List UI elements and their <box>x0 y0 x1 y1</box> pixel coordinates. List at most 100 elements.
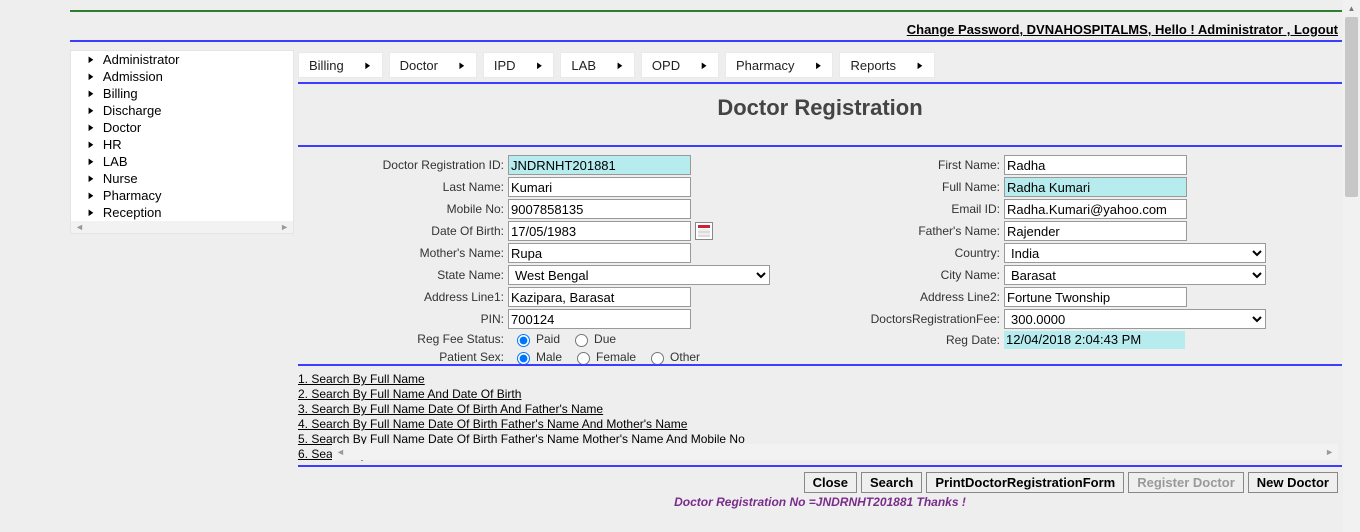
radio-label: Other <box>670 350 700 364</box>
nav-reports[interactable]: Reports ► <box>839 52 934 78</box>
full-name-field[interactable] <box>1004 177 1187 197</box>
addr2-field[interactable] <box>1004 287 1187 307</box>
radio-sex-male[interactable]: Male <box>512 349 562 365</box>
label-mother: Mother's Name: <box>374 246 508 260</box>
sidebar-item-discharge[interactable]: Discharge <box>71 102 293 119</box>
sidebar-item-reception[interactable]: Reception <box>71 204 293 221</box>
radio-fee-due[interactable]: Due <box>570 331 616 347</box>
reg-id-field[interactable] <box>508 155 691 175</box>
search-link-3[interactable]: 3. Search By Full Name Date Of Birth And… <box>298 402 745 417</box>
divider-blue-3 <box>298 145 1342 147</box>
chevron-right-icon: ► <box>916 59 924 72</box>
separator: , <box>1019 22 1026 37</box>
nav-label: LAB <box>571 58 596 73</box>
label-first-name: First Name: <box>870 158 1004 172</box>
label-last-name: Last Name: <box>374 180 508 194</box>
print-button[interactable]: PrintDoctorRegistrationForm <box>926 472 1124 493</box>
country-select[interactable]: India <box>1004 243 1266 263</box>
divider-blue-2 <box>298 82 1342 84</box>
link-brand[interactable]: DVNAHOSPITALMS <box>1027 22 1148 37</box>
label-state: State Name: <box>374 268 508 282</box>
label-reg-fee: DoctorsRegistrationFee: <box>870 312 1004 326</box>
nav-label: Pharmacy <box>736 58 795 73</box>
top-green-line <box>70 10 1342 12</box>
dob-field[interactable] <box>508 221 691 241</box>
divider-blue-5 <box>298 465 1342 467</box>
radio-label: Male <box>536 350 562 364</box>
radio-fee-paid[interactable]: Paid <box>512 331 560 347</box>
search-link-4[interactable]: 4. Search By Full Name Date Of Birth Fat… <box>298 417 745 432</box>
link-logout[interactable]: Logout <box>1294 22 1338 37</box>
divider-blue-1 <box>70 40 1342 42</box>
label-dob: Date Of Birth: <box>374 224 508 238</box>
chevron-right-icon: ► <box>364 59 372 72</box>
radio-sex-female[interactable]: Female <box>572 349 636 365</box>
radio-input[interactable] <box>575 334 588 347</box>
chevron-right-icon: ► <box>1325 447 1334 457</box>
first-name-field[interactable] <box>1004 155 1187 175</box>
reg-fee-select[interactable]: 300.0000 <box>1004 309 1266 329</box>
new-doctor-button[interactable]: New Doctor <box>1248 472 1338 493</box>
nav-ipd[interactable]: IPD► <box>483 52 555 78</box>
sidebar-item-hr[interactable]: HR <box>71 136 293 153</box>
chevron-right-icon: ► <box>458 59 466 72</box>
mother-field[interactable] <box>508 243 691 263</box>
form-area: Doctor Registration ID: Last Name: Mobil… <box>298 155 1342 365</box>
radio-sex-other[interactable]: Other <box>646 349 700 365</box>
nav-label: OPD <box>652 58 680 73</box>
nav-pharmacy[interactable]: Pharmacy ► <box>725 52 833 78</box>
label-mobile: Mobile No: <box>374 202 508 216</box>
chevron-right-icon: ► <box>616 59 624 72</box>
chevron-left-icon: ◄ <box>336 447 345 457</box>
nav-doctor[interactable]: Doctor► <box>389 52 477 78</box>
label-pin: PIN: <box>374 312 508 326</box>
sidebar-item-admission[interactable]: Admission <box>71 68 293 85</box>
city-select[interactable]: Barasat <box>1004 265 1266 285</box>
sidebar: Administrator Admission Billing Discharg… <box>70 50 294 234</box>
nav-opd[interactable]: OPD► <box>641 52 719 78</box>
sidebar-item-doctor[interactable]: Doctor <box>71 119 293 136</box>
separator: , <box>1148 22 1155 37</box>
last-name-field[interactable] <box>508 177 691 197</box>
register-doctor-button: Register Doctor <box>1128 472 1244 493</box>
nav-label: Reports <box>850 58 896 73</box>
addr1-field[interactable] <box>508 287 691 307</box>
sidebar-item-nurse[interactable]: Nurse <box>71 170 293 187</box>
page-root: Change Password, DVNAHOSPITALMS, Hello !… <box>0 0 1360 532</box>
calendar-icon[interactable] <box>695 222 713 240</box>
sidebar-item-billing[interactable]: Billing <box>71 85 293 102</box>
link-change-password[interactable]: Change Password <box>907 22 1020 37</box>
sidebar-item-administrator[interactable]: Administrator <box>71 51 293 68</box>
page-title: Doctor Registration <box>298 95 1342 121</box>
nav-lab[interactable]: LAB ► <box>560 52 635 78</box>
state-select[interactable]: West Bengal <box>508 265 770 285</box>
search-button[interactable]: Search <box>861 472 922 493</box>
sidebar-scrollbar[interactable]: ◄► <box>71 221 293 233</box>
scrollbar-thumb[interactable] <box>1345 17 1358 197</box>
sidebar-item-pharmacy[interactable]: Pharmacy <box>71 187 293 204</box>
pin-field[interactable] <box>508 309 691 329</box>
browser-vertical-scrollbar[interactable]: ▲ <box>1343 0 1360 532</box>
chevron-right-icon: ► <box>280 222 289 232</box>
reg-date-field: 12/04/2018 2:04:43 PM <box>1004 331 1185 349</box>
sidebar-item-lab[interactable]: LAB <box>71 153 293 170</box>
label-fee-status: Reg Fee Status: <box>374 332 508 346</box>
separator: , <box>1283 22 1294 37</box>
chevron-left-icon: ◄ <box>75 222 84 232</box>
label-full-name: Full Name: <box>870 180 1004 194</box>
label-country: Country: <box>870 246 1004 260</box>
radio-input[interactable] <box>517 334 530 347</box>
email-field[interactable] <box>1004 199 1187 219</box>
chevron-right-icon: ► <box>815 59 823 72</box>
form-left-column: Doctor Registration ID: Last Name: Mobil… <box>374 155 770 365</box>
search-link-1[interactable]: 1. Search By Full Name <box>298 372 745 387</box>
close-button[interactable]: Close <box>804 472 857 493</box>
nav-billing[interactable]: Billing► <box>298 52 383 78</box>
button-bar: Close Search PrintDoctorRegistrationForm… <box>804 472 1338 493</box>
label-city: City Name: <box>870 268 1004 282</box>
search-link-2[interactable]: 2. Search By Full Name And Date Of Birth <box>298 387 745 402</box>
link-greeting[interactable]: Hello ! Administrator <box>1155 22 1283 37</box>
horizontal-scrollbar[interactable]: ◄► <box>332 444 1338 460</box>
mobile-field[interactable] <box>508 199 691 219</box>
father-field[interactable] <box>1004 221 1187 241</box>
